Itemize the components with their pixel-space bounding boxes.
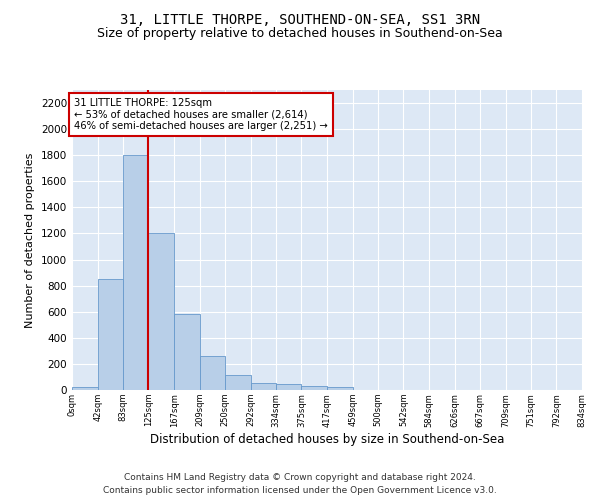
Text: Contains public sector information licensed under the Open Government Licence v3: Contains public sector information licen… <box>103 486 497 495</box>
Bar <box>72 386 98 390</box>
Text: Distribution of detached houses by size in Southend-on-Sea: Distribution of detached houses by size … <box>150 432 504 446</box>
Bar <box>123 155 148 390</box>
Bar <box>276 384 301 390</box>
Bar <box>148 234 174 390</box>
Text: 31 LITTLE THORPE: 125sqm
← 53% of detached houses are smaller (2,614)
46% of sem: 31 LITTLE THORPE: 125sqm ← 53% of detach… <box>74 98 328 131</box>
Text: Size of property relative to detached houses in Southend-on-Sea: Size of property relative to detached ho… <box>97 28 503 40</box>
Bar <box>174 314 200 390</box>
Text: Contains HM Land Registry data © Crown copyright and database right 2024.: Contains HM Land Registry data © Crown c… <box>124 472 476 482</box>
Y-axis label: Number of detached properties: Number of detached properties <box>25 152 35 328</box>
Bar <box>200 356 225 390</box>
Text: 31, LITTLE THORPE, SOUTHEND-ON-SEA, SS1 3RN: 31, LITTLE THORPE, SOUTHEND-ON-SEA, SS1 … <box>120 12 480 26</box>
Bar <box>301 386 327 390</box>
Bar <box>251 384 276 390</box>
Bar <box>225 375 251 390</box>
Bar <box>98 279 123 390</box>
Bar <box>327 388 353 390</box>
